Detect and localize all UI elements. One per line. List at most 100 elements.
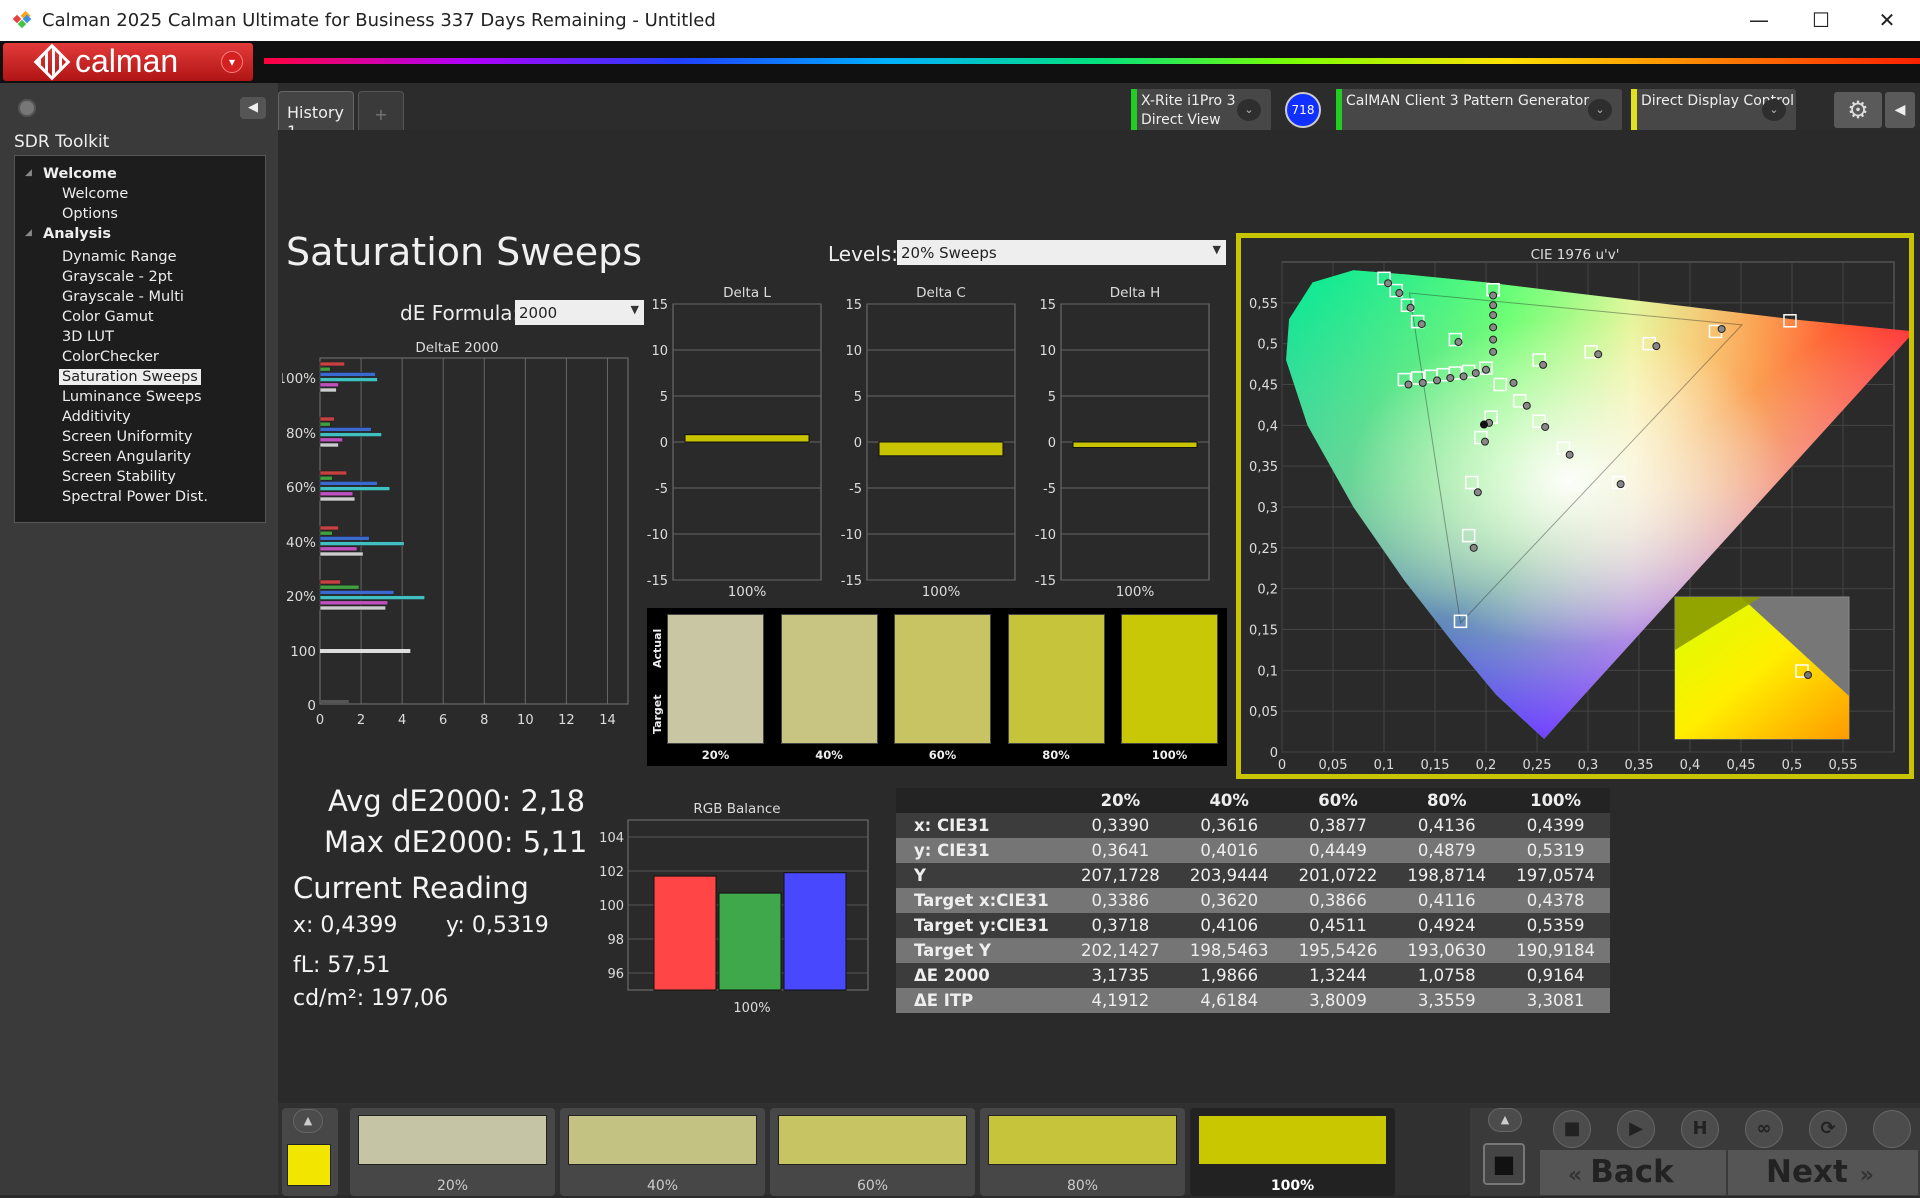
bottom-swatch-60pct[interactable]: 60% <box>770 1108 975 1196</box>
table-header-cell: 80% <box>1392 788 1502 813</box>
tree-item-color-gamut[interactable]: Color Gamut <box>62 309 154 325</box>
tree-item-screen-angularity[interactable]: Screen Angularity <box>62 449 192 465</box>
tree-item-colorchecker[interactable]: ColorChecker <box>62 349 159 365</box>
tree-item-dynamic-range[interactable]: Dynamic Range <box>62 249 177 265</box>
tree-group-analysis[interactable]: Analysis <box>43 226 111 242</box>
table-row: Target Y 202,1427 198,5463 195,5426 193,0630… <box>896 938 1610 963</box>
cie-target-marker <box>1611 475 1626 490</box>
tree-item-screen-uniformity[interactable]: Screen Uniformity <box>62 429 193 445</box>
deltae-bar <box>319 366 331 372</box>
table-cell: 0,5319 <box>1501 838 1610 863</box>
deltae-x-tick: 0 <box>316 713 324 728</box>
chevron-up-icon[interactable]: ▲ <box>1488 1108 1522 1132</box>
tree-item-spectral-power-dist[interactable]: Spectral Power Dist. <box>62 489 208 505</box>
gear-icon[interactable]: ⚙ <box>1834 92 1882 128</box>
tree-group-welcome[interactable]: Welcome <box>43 166 117 182</box>
chevron-up-icon[interactable]: ▲ <box>293 1109 323 1133</box>
deltae-bar <box>319 579 341 585</box>
table-cell: 0,4106 <box>1174 913 1284 938</box>
deltae-bar <box>319 536 370 541</box>
cie-target-marker <box>1512 394 1527 408</box>
tree-item-grayscale-multi[interactable]: Grayscale - Multi <box>62 289 184 305</box>
tree-item-saturation-sweeps[interactable]: Saturation Sweeps <box>59 369 201 385</box>
refresh-icon[interactable]: ⟳ <box>1809 1110 1847 1148</box>
cie-target-marker <box>1410 371 1425 385</box>
deltae-x-tick: 14 <box>599 713 616 728</box>
meter-selector[interactable]: X-Rite i1Pro 3 Direct View ⌄ <box>1131 89 1271 131</box>
cie-y-labels: 0,55 0,5 0,45 0,4 0,35 0,3 0,25 0,2 0,15 0,1 0,05 0 <box>1249 297 1278 761</box>
de-formula-dropdown[interactable]: 2000 ▼ <box>515 300 644 325</box>
expand-arrow-icon[interactable]: ◢ <box>25 228 32 238</box>
cie-x-tick: 0,35 <box>1625 758 1654 773</box>
chevron-down-icon[interactable]: ⌄ <box>1588 99 1612 121</box>
bottom-swatch-40pct[interactable]: 40% <box>560 1108 765 1196</box>
tree-item-screen-stability[interactable]: Screen Stability <box>62 469 176 485</box>
chevron-down-icon[interactable]: ▾ <box>221 51 243 73</box>
max-de-readout: Max dE2000: 5,11 <box>324 825 588 859</box>
chevron-down-icon[interactable]: ⌄ <box>1237 99 1261 121</box>
levels-dropdown[interactable]: 20% Sweeps ▼ <box>897 240 1226 265</box>
swatch-strip: Actual Target 20% 40% 60% 80% 100% <box>647 608 1227 766</box>
table-cell: 1,3244 <box>1283 963 1393 988</box>
bottom-swatch-label: 80% <box>1066 1178 1099 1194</box>
tree-item-welcome[interactable]: Welcome <box>62 186 129 202</box>
next-button[interactable]: Next » <box>1728 1150 1918 1195</box>
tree-item-options[interactable]: Options <box>62 206 118 222</box>
cie-x-tick: 0,45 <box>1727 758 1756 773</box>
add-tab-button[interactable]: + <box>358 91 404 131</box>
rgb-bar-blue <box>783 872 847 991</box>
bottom-swatch-100pct[interactable]: 100% <box>1190 1108 1395 1196</box>
close-button[interactable]: ✕ <box>1878 8 1896 32</box>
cie-horseshoe <box>1286 270 1915 739</box>
bottom-swatch-20pct[interactable]: 20% <box>350 1108 555 1196</box>
delta-chart-title: Delta C <box>916 285 966 301</box>
tree-item-luminance-sweeps[interactable]: Luminance Sweeps <box>62 389 202 405</box>
collapse-panel-button[interactable]: ◀ <box>240 97 266 119</box>
deltae-y-label: 40% <box>286 535 316 551</box>
cie-target-marker <box>1479 361 1493 375</box>
maximize-button[interactable]: ☐ <box>1812 8 1830 32</box>
table-cell: 0,4511 <box>1283 913 1393 938</box>
table-cell: 197,0574 <box>1501 863 1610 888</box>
color-swatch <box>780 614 878 744</box>
deltae-bar <box>319 491 354 497</box>
minimize-button[interactable]: — <box>1749 8 1769 32</box>
tree-item-additivity[interactable]: Additivity <box>62 409 131 425</box>
hold-icon[interactable]: H <box>1681 1110 1719 1148</box>
display-control-selector[interactable]: Direct Display Control ⌄ <box>1631 89 1796 131</box>
cie-zoom-inset <box>1674 596 1850 740</box>
delta-y-tick: 5 <box>854 390 862 405</box>
delta-bar <box>1072 441 1198 449</box>
rgb-y-tick: 96 <box>607 967 624 982</box>
table-cell: 3,8009 <box>1283 988 1393 1013</box>
current-y: y: 0,5319 <box>446 913 549 938</box>
swatch-label: 100% <box>1151 748 1188 762</box>
blank-icon[interactable] <box>1873 1110 1911 1148</box>
deltae-bar <box>319 377 378 382</box>
cie-measured-marker <box>1717 324 1726 333</box>
cie-measured-marker <box>1446 373 1455 382</box>
deltae-bar <box>319 600 389 606</box>
rgb-balance-title: RGB Balance <box>693 801 780 817</box>
stop-measurement-button[interactable]: ■ <box>1483 1143 1525 1185</box>
tab-history-1[interactable]: History 1 <box>278 91 354 141</box>
meter-badge[interactable]: 718 <box>1285 92 1321 128</box>
bottom-swatch-80pct[interactable]: 80% <box>980 1108 1185 1196</box>
deltae-bar <box>319 496 356 502</box>
play-icon[interactable]: ▶ <box>1617 1110 1655 1148</box>
loop-icon[interactable]: ∞ <box>1745 1110 1783 1148</box>
cie-measured-marker <box>1509 378 1518 387</box>
calman-logo-menu[interactable]: calman ▾ <box>3 43 253 81</box>
current-fl: fL: 57,51 <box>293 953 391 978</box>
tree-item-grayscale-2pt[interactable]: Grayscale - 2pt <box>62 269 173 285</box>
back-button[interactable]: « Back <box>1540 1150 1726 1195</box>
swatch-label: 60% <box>928 748 957 762</box>
expand-arrow-icon[interactable]: ◢ <box>25 168 32 178</box>
collapse-right-button[interactable]: ◀ <box>1885 92 1915 128</box>
pattern-generator-selector[interactable]: CalMAN Client 3 Pattern Generator ⌄ <box>1336 89 1622 131</box>
workflow-panel: ◀ SDR Toolkit ◢ Welcome Welcome Options … <box>0 83 278 1195</box>
delta-x-label: 100% <box>922 584 961 600</box>
stop-icon[interactable]: ■ <box>1553 1110 1591 1148</box>
tree-item-3d-lut[interactable]: 3D LUT <box>62 329 114 345</box>
chevron-down-icon[interactable]: ⌄ <box>1762 99 1786 121</box>
